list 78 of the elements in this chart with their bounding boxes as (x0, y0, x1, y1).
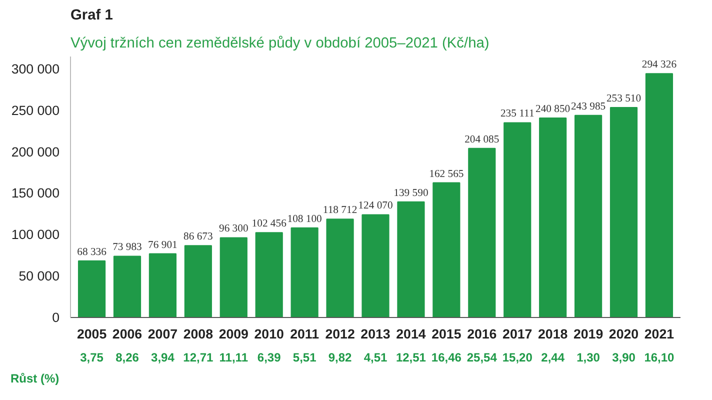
text: Růst (%) (10, 372, 60, 386)
x-tick-label: 2018 (538, 326, 568, 342)
y-tick-label: 250 000 (11, 102, 60, 118)
bar (148, 253, 177, 318)
x-tick-label: 2009 (218, 326, 248, 342)
text: 8,26 (116, 350, 140, 364)
x-tick-label: 2017 (502, 326, 532, 342)
x-tick-label: 2021 (644, 326, 675, 342)
text: 2,44 (541, 350, 565, 364)
text: 12,71 (183, 350, 214, 364)
y-tick-label: 300 000 (11, 61, 60, 76)
bar (326, 218, 354, 318)
text: 3,94 (151, 350, 175, 364)
data-label: 102 456 (252, 218, 288, 230)
x-tick-label: 2020 (608, 326, 639, 342)
chart-title: Graf 1 (70, 8, 113, 24)
text: 1,30 (576, 350, 600, 364)
data-label: 68 336 (77, 246, 108, 258)
text: 3,90 (612, 350, 636, 364)
bar (290, 227, 318, 318)
bar (645, 73, 674, 318)
x-tick-label: 2008 (183, 326, 214, 342)
bar (610, 106, 638, 318)
x-tick-label: 2010 (254, 326, 284, 342)
data-label: 294 326 (642, 60, 678, 71)
text: 9,82 (328, 350, 352, 364)
data-label: 76 901 (148, 240, 178, 251)
y-tick-label: 0 (52, 310, 60, 325)
x-tick-label: 2013 (360, 326, 390, 342)
bar (574, 114, 602, 318)
x-tick-label: 2005 (76, 326, 108, 342)
data-label: 73 983 (112, 242, 142, 254)
x-tick-label: 2016 (467, 326, 497, 342)
text: 15,20 (502, 350, 533, 364)
bar (468, 148, 496, 318)
text: 11,11 (219, 350, 248, 364)
bar (397, 201, 425, 318)
x-tick-label: 2012 (325, 326, 355, 342)
text: 12,51 (396, 350, 426, 364)
x-tick-label: 2019 (573, 326, 604, 342)
text: 3,75 (80, 350, 104, 364)
data-label: 162 565 (429, 168, 464, 180)
text: 25,54 (466, 350, 498, 364)
bar (220, 237, 248, 318)
data-label: 253 510 (606, 93, 642, 104)
text: 6,39 (257, 350, 282, 364)
bar (432, 182, 460, 318)
x-tick-label: 2006 (112, 326, 142, 342)
chart-subtitle: Vývoj tržních cen zemědělské půdy v období 2005–2021 (Kč/ha) (70, 36, 490, 52)
data-label: 96 300 (218, 224, 248, 235)
x-tick-label: 2015 (432, 326, 462, 342)
y-tick-label: 150 000 (11, 186, 60, 201)
y-tick-label: 100 000 (11, 227, 60, 242)
data-label: 86 673 (184, 232, 213, 243)
bar (504, 122, 532, 318)
x-tick-label: 2014 (396, 326, 426, 342)
text: 16,10 (644, 350, 675, 364)
bar (184, 245, 212, 318)
text: 5,51 (292, 350, 317, 364)
text: 4,51 (364, 350, 388, 364)
bar (113, 256, 142, 318)
data-label: 240 850 (536, 104, 570, 115)
x-tick-label: 2007 (148, 326, 178, 342)
data-label: 108 100 (287, 214, 322, 225)
bar (362, 214, 390, 318)
data-label: 235 111 (500, 108, 534, 120)
data-label: 139 590 (394, 188, 428, 199)
data-label: 243 985 (570, 101, 606, 112)
data-label: 204 085 (464, 134, 500, 146)
data-label: 124 070 (358, 200, 393, 212)
x-tick-label: 2011 (290, 326, 320, 342)
data-label: 118 712 (322, 205, 358, 216)
y-tick-label: 50 000 (18, 268, 60, 284)
y-tick-label: 200 000 (11, 144, 60, 160)
bar (78, 260, 106, 318)
bar (539, 117, 567, 318)
text: 16,46 (431, 350, 462, 364)
bar (255, 232, 283, 318)
